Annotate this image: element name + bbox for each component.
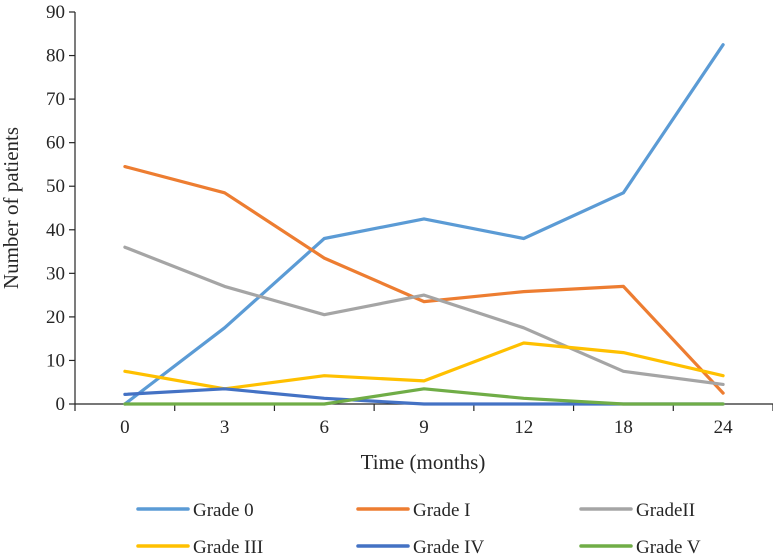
legend-label-grade-v: Grade V — [636, 537, 701, 556]
x-axis-ticks: 0 3 6 9 12 18 24 — [74, 404, 773, 438]
y-tick-label: 30 — [46, 263, 65, 284]
series-line-grade-iii — [123, 341, 725, 391]
y-tick-label: 50 — [46, 176, 65, 197]
series-line-grade-v — [123, 387, 725, 406]
legend: Grade 0 Grade I GradeII Grade III Grade IV Gr… — [136, 500, 701, 556]
y-tick-label: 0 — [56, 394, 66, 415]
x-tick-label: 0 — [120, 417, 130, 438]
y-tick-label: 60 — [46, 133, 65, 154]
legend-label-grade-iv: Grade IV — [413, 537, 484, 556]
x-tick-label: 6 — [320, 417, 330, 438]
x-tick-label: 24 — [714, 417, 734, 438]
y-tick-label: 40 — [46, 220, 65, 241]
y-tick-label: 10 — [46, 350, 65, 371]
series-line-gradeii — [123, 245, 725, 386]
x-tick-label: 3 — [220, 417, 230, 438]
x-tick-label: 9 — [419, 417, 429, 438]
series-line-grade-0 — [123, 43, 725, 406]
x-tick-label: 12 — [514, 417, 533, 438]
legend-label-grade-iii: Grade III — [193, 537, 263, 556]
x-tick-label: 18 — [614, 417, 633, 438]
y-tick-label: 80 — [46, 46, 65, 67]
series-line-grade-iv — [123, 387, 725, 406]
y-tick-label: 20 — [46, 307, 65, 328]
y-axis-ticks: 0 10 20 30 40 50 60 70 80 90 — [46, 2, 75, 415]
legend-label-grade-0: Grade 0 — [193, 500, 254, 521]
y-axis-title: Number of patients — [0, 127, 23, 289]
y-tick-label: 70 — [46, 89, 65, 110]
axes — [74, 12, 773, 405]
series-lines — [123, 43, 725, 406]
y-tick-label: 90 — [46, 2, 65, 23]
x-axis-title: Time (months) — [361, 450, 486, 474]
legend-label-gradeii: GradeII — [636, 500, 695, 521]
legend-label-grade-i: Grade I — [413, 500, 471, 521]
series-line-grade-i — [123, 165, 725, 395]
